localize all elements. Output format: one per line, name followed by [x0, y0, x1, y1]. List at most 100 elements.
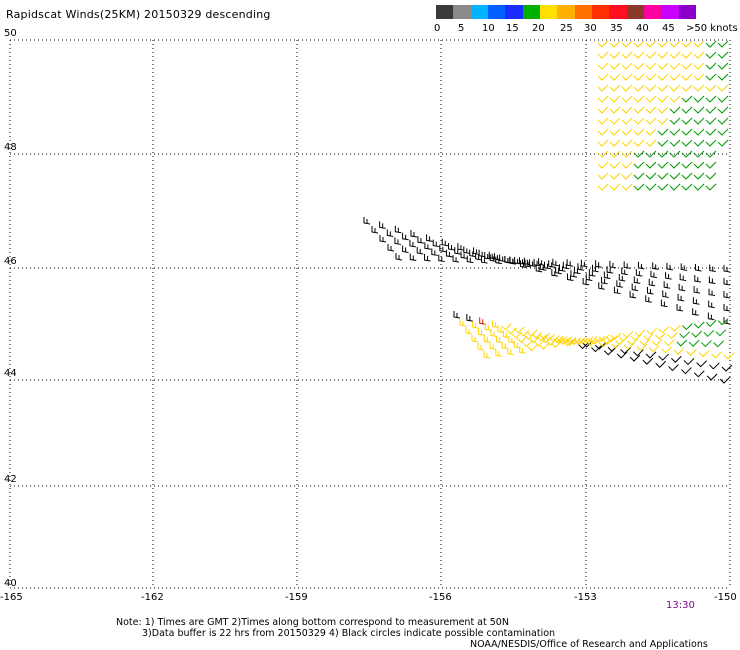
wind-barb — [539, 332, 551, 340]
wind-barb — [639, 338, 651, 346]
wind-barb — [645, 84, 657, 92]
wind-barb — [621, 172, 633, 180]
wind-barb — [409, 239, 416, 248]
colorbar-swatch — [540, 5, 558, 19]
wind-barb — [632, 349, 644, 357]
wind-barb — [679, 331, 690, 339]
wind-barb — [481, 256, 488, 264]
wind-barb — [471, 335, 479, 343]
wind-barb — [523, 257, 531, 266]
wind-barb — [645, 150, 657, 158]
wind-barb — [609, 128, 621, 136]
wind-barb — [597, 62, 609, 70]
wind-barb — [561, 336, 573, 344]
wind-barb — [708, 300, 715, 309]
wind-barb — [719, 376, 731, 384]
wind-barb — [657, 161, 669, 169]
wind-barb — [693, 370, 705, 378]
wind-barb — [497, 325, 505, 334]
wind-barb — [681, 95, 693, 103]
wind-barb — [657, 183, 669, 191]
wind-barb — [394, 237, 402, 245]
colorbar-label: 0 — [434, 23, 441, 34]
wind-barb — [693, 62, 705, 70]
wind-barb — [705, 62, 717, 70]
wind-barb — [631, 283, 639, 292]
wind-barb — [509, 257, 517, 265]
wind-barb — [394, 225, 402, 234]
wind-barb — [693, 73, 705, 81]
wind-barb — [534, 339, 545, 347]
wind-barb — [669, 62, 681, 70]
wind-barb — [479, 317, 486, 325]
wind-barb — [529, 336, 540, 344]
wind-barb — [648, 345, 660, 353]
wind-barb — [681, 84, 693, 92]
wind-barb — [609, 84, 621, 92]
wind-barb — [551, 269, 558, 277]
wind-barb — [546, 338, 557, 346]
wind-barb — [693, 321, 705, 329]
wind-barb — [552, 258, 559, 267]
wind-barb — [717, 139, 729, 147]
wind-barb — [578, 337, 589, 345]
wind-barb — [598, 334, 610, 342]
wind-barb — [565, 338, 577, 346]
wind-barb — [645, 73, 657, 81]
wind-barb — [582, 340, 594, 348]
colorbar-swatch — [505, 5, 524, 19]
wind-barb — [679, 273, 687, 282]
wind-barb — [611, 341, 623, 349]
wind-barb — [591, 345, 602, 353]
wind-barb — [609, 95, 621, 103]
colorbar-swatch — [488, 5, 506, 19]
wind-barb — [642, 333, 654, 341]
wind-barb — [448, 242, 455, 251]
wind-barb — [645, 51, 657, 59]
wind-barb — [669, 51, 681, 59]
wind-barb — [676, 339, 688, 347]
wind-barb — [496, 335, 503, 344]
wind-barb — [642, 357, 654, 365]
wind-barb — [681, 117, 693, 125]
wind-barb — [657, 95, 669, 103]
wind-barb — [633, 117, 645, 125]
wind-barb — [492, 320, 499, 328]
wind-barb — [645, 40, 657, 48]
wind-barb — [441, 238, 449, 247]
wind-barb — [504, 255, 511, 264]
wind-barb — [551, 340, 562, 348]
wind-barb — [703, 329, 715, 338]
wind-barb — [529, 259, 536, 267]
wind-barb — [633, 276, 641, 284]
colorbar-swatch — [661, 5, 680, 19]
wind-barb — [477, 328, 485, 336]
wind-barb — [691, 330, 703, 338]
wind-barb — [603, 271, 611, 280]
wind-barb — [676, 303, 684, 312]
map-grid — [9, 39, 731, 589]
wind-barb — [717, 117, 729, 125]
wind-barb — [645, 95, 657, 103]
wind-barb — [717, 40, 729, 48]
wind-barb — [613, 286, 621, 295]
wind-barb — [693, 139, 705, 147]
wind-barb — [484, 252, 491, 260]
wind-barb — [621, 150, 633, 158]
wind-barb — [501, 341, 509, 350]
wind-barb — [693, 95, 705, 103]
wind-barb — [473, 247, 480, 255]
wind-barb — [610, 332, 622, 340]
wind-barb — [511, 331, 523, 339]
wind-barb — [548, 260, 555, 268]
wind-barb — [603, 348, 615, 356]
note-line: NOAA/NESDIS/Office of Research and Appli… — [470, 639, 708, 650]
wind-barb — [558, 264, 566, 272]
wind-barb — [580, 259, 588, 268]
wind-barb — [499, 254, 506, 262]
wind-barb — [629, 354, 641, 362]
colorbar-label: 30 — [584, 23, 597, 34]
wind-barb — [379, 221, 386, 229]
wind-barb — [645, 106, 657, 114]
wind-barb — [475, 252, 482, 261]
